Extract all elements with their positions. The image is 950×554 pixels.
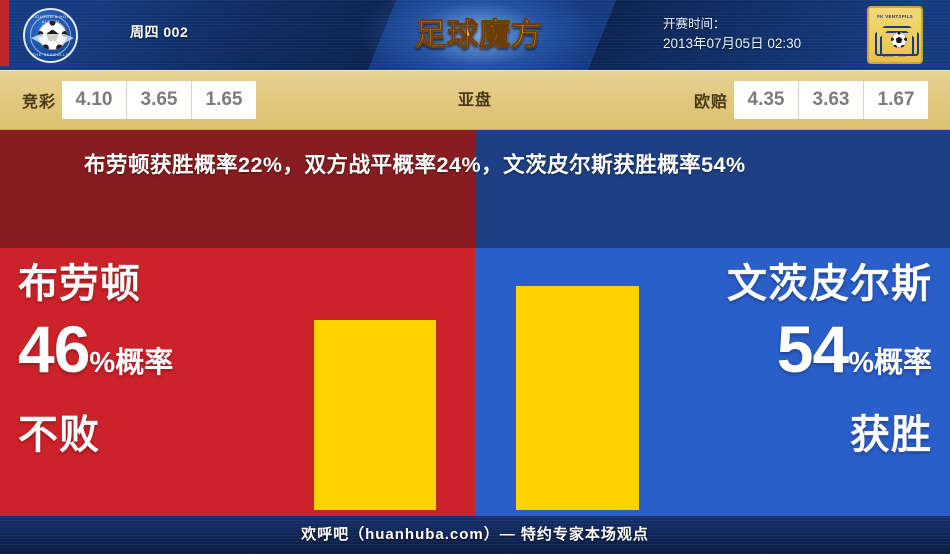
odds-bar: 亚盘 竞彩 4.10 3.65 1.65 欧赔 4.35 3.63 1.67 [0,70,950,130]
away-probability-bar [516,286,639,510]
site-logo[interactable]: 足球魔方 [359,0,599,70]
away-outcome-label: 获胜 [850,413,932,457]
jingcai-odds-group: 竞彩 4.10 3.65 1.65 [22,81,257,119]
logo-text: 足球魔方 [404,9,554,61]
home-outcome-label: 不败 [18,413,100,457]
soccer-ball-icon [891,32,907,48]
header-left-red-stripe [0,0,9,66]
jingcai-odds-home[interactable]: 4.10 [62,81,128,119]
match-number: 周四 002 [130,24,189,40]
footer-scanlines [0,516,950,554]
header-bar: BRIGHTON & HOVE ALBION THE SEAGULLS 周四 0… [0,0,950,70]
away-team-crest-icon: FK VENTSPILS ANNO · 1997 [867,6,923,64]
away-summary: 文茨皮尔斯 54%概率 获胜 [632,258,932,463]
jingcai-odds-draw[interactable]: 3.65 [127,81,193,119]
home-probability-value: 46 [18,312,90,386]
logo-glow [359,0,599,70]
home-team-name: 布劳顿 [18,262,141,306]
away-team-name: 文茨皮尔斯 [727,262,932,306]
claim-band-right [475,130,950,248]
crest-name-text: FK VENTSPILS [877,14,913,19]
kickoff-datetime: 2013年07月05日 02:30 [663,36,802,51]
probability-claim-text: 布劳顿获胜概率22%，双方战平概率24%，文茨皮尔斯获胜概率54% [84,153,746,177]
european-odds-label: 欧赔 [693,94,728,111]
asian-handicap-label: 亚盘 [457,92,492,109]
european-odds-draw[interactable]: 3.63 [799,81,864,119]
crest-ring [30,15,71,56]
footer-bar: 欢呼吧（huanhuba.com）— 特约专家本场观点 [0,516,950,554]
home-team-crest-icon: BRIGHTON & HOVE ALBION THE SEAGULLS [23,8,78,63]
european-odds-away[interactable]: 1.67 [864,81,928,119]
crest-year-text: ANNO · 1997 [882,54,908,58]
away-probability-row: 54%概率 [632,310,932,407]
jingcai-label: 竞彩 [22,94,57,111]
kickoff-label: 开赛时间： [663,17,726,31]
home-probability-bar [314,320,436,510]
claim-band-left [0,130,475,248]
home-summary: 布劳顿 46%概率 不败 [18,258,318,463]
main-chart-area: 布劳顿获胜概率22%，双方战平概率24%，文茨皮尔斯获胜概率54% 布劳顿 46… [0,130,950,516]
footer-credit: 欢呼吧（huanhuba.com）— 特约专家本场观点 [301,526,649,543]
crest-bottom-text: THE SEAGULLS [32,52,69,57]
home-probability-unit: %概率 [89,347,174,379]
away-probability-value: 54 [776,312,849,386]
european-odds-home[interactable]: 4.35 [734,81,799,119]
jingcai-odds-away[interactable]: 1.65 [192,81,257,119]
european-odds-group: 欧赔 4.35 3.63 1.67 [694,81,928,119]
away-probability-unit: %概率 [848,347,932,379]
seagull-icon [31,34,74,43]
kickoff-info: 开赛时间： 2013年07月05日 02:30 [663,14,801,54]
home-probability-row: 46%概率 [18,310,318,407]
